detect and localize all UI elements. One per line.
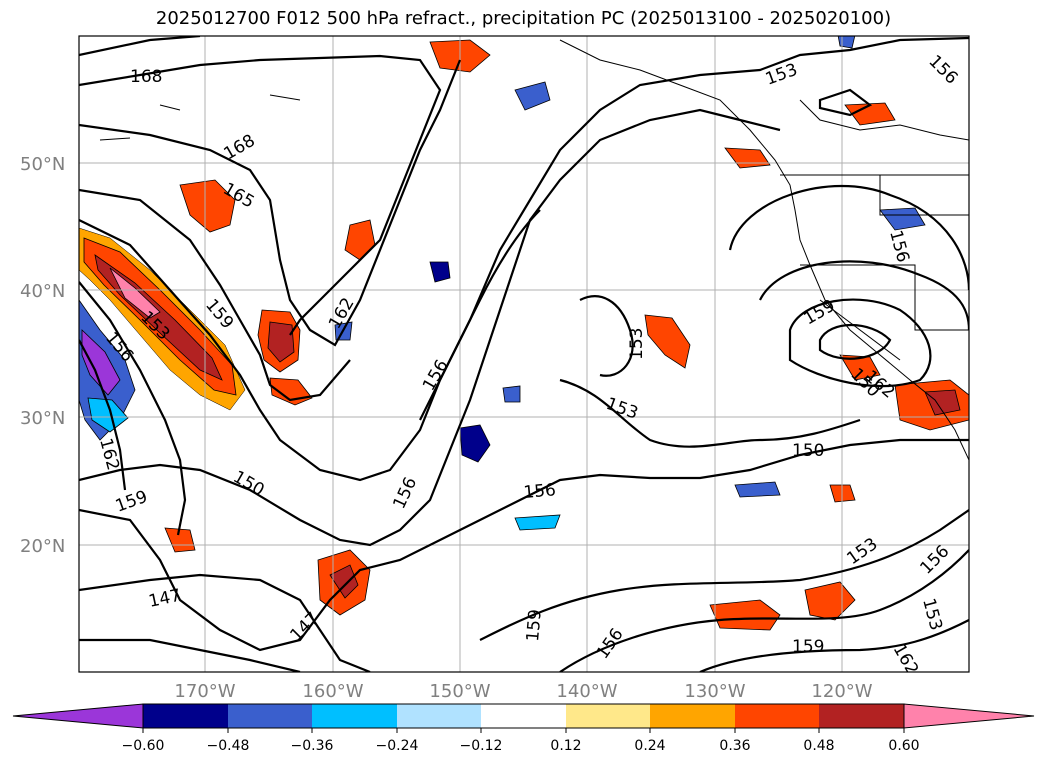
- colorbar-segment: [397, 704, 481, 728]
- colorbar-tick-label: 0.60: [888, 738, 919, 754]
- colorbar-segment: [143, 704, 228, 728]
- precipitation-shading: [79, 36, 969, 631]
- lon-label: 140°W: [556, 681, 617, 702]
- colorbar-tick-label: −0.48: [207, 738, 250, 754]
- colorbar: −0.60 −0.48 −0.36 −0.24 −0.12 0.12 0.24 …: [12, 703, 1035, 754]
- colorbar-tick-label: 0.36: [719, 738, 750, 754]
- contour-label: 150: [792, 441, 824, 461]
- map-frame: [78, 35, 970, 673]
- colorbar-segment: [650, 704, 735, 728]
- colorbar-segment: [566, 704, 650, 728]
- colorbar-extend-low: [12, 703, 144, 729]
- refractivity-contours: [79, 36, 969, 672]
- longitude-labels: 170°W 160°W 150°W 140°W 130°W 120°W: [174, 681, 872, 702]
- colorbar-segment: [228, 704, 312, 728]
- latitude-labels: 50°N 40°N 30°N 20°N: [20, 154, 65, 557]
- contour-label: 168: [130, 67, 162, 87]
- colorbar-tick-label: 0.24: [634, 738, 665, 754]
- colorbar-tick-label: −0.60: [122, 738, 165, 754]
- lat-label: 20°N: [20, 536, 65, 557]
- colorbar-segment: [735, 704, 819, 728]
- contour-label: 159: [523, 608, 546, 642]
- contour-label: 153: [627, 328, 647, 360]
- lat-label: 40°N: [20, 281, 65, 302]
- colorbar-tick-label: −0.12: [460, 738, 503, 754]
- colorbar-tick-label: −0.36: [291, 738, 334, 754]
- contour-label: 159: [792, 637, 824, 657]
- lon-label: 160°W: [302, 681, 363, 702]
- precip-blue-center: [459, 424, 491, 463]
- colorbar-tick-label: −0.24: [376, 738, 419, 754]
- lat-label: 50°N: [20, 154, 65, 175]
- coastlines: [99, 39, 969, 461]
- lon-label: 130°W: [684, 681, 745, 702]
- lon-label: 170°W: [174, 681, 235, 702]
- lat-label: 30°N: [20, 408, 65, 429]
- lon-label: 120°W: [811, 681, 872, 702]
- colorbar-segment: [481, 704, 566, 728]
- precip-cell-east: [644, 314, 691, 369]
- colorbar-extend-high: [903, 703, 1035, 729]
- colorbar-tick-label: 0.48: [803, 738, 834, 754]
- colorbar-segment: [312, 704, 397, 728]
- graticule: [79, 36, 969, 672]
- map-title: 2025012700 F012 500 hPa refract., precip…: [155, 8, 892, 29]
- contour-label: 156: [523, 480, 557, 503]
- colorbar-tick-label: 0.12: [550, 738, 581, 754]
- lon-label: 150°W: [429, 681, 490, 702]
- colorbar-segment: [819, 704, 904, 728]
